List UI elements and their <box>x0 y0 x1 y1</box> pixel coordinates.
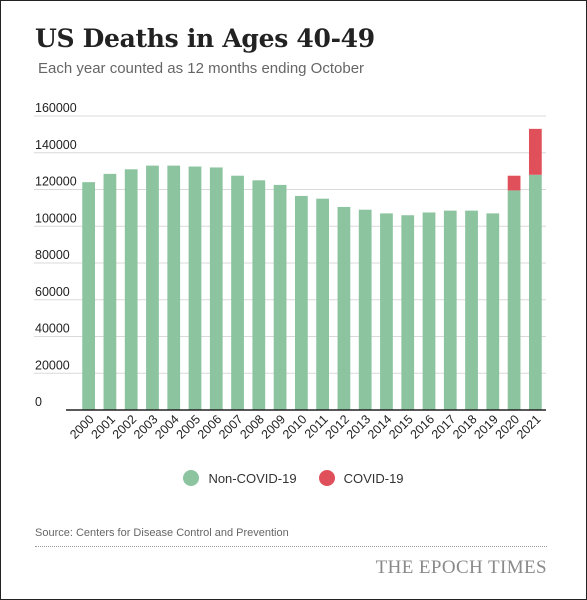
chart-title: US Deaths in Ages 40-49 <box>35 24 375 53</box>
legend-swatch-covid <box>318 470 335 486</box>
bar-non-covid-2001 <box>103 173 117 410</box>
bar-covid-2020 <box>507 175 521 191</box>
publisher-logo: THE EPOCH TIMES <box>375 557 547 578</box>
bar-non-covid-2021 <box>528 174 542 410</box>
bar-non-covid-2017 <box>443 210 457 410</box>
y-tick-label-0: 0 <box>35 395 42 409</box>
y-tick-label-20000: 20000 <box>35 358 70 372</box>
bar-non-covid-2010 <box>294 195 308 410</box>
y-tick-label-100000: 100000 <box>35 211 77 225</box>
legend-swatch-non-covid <box>183 470 200 486</box>
y-axis-tick-labels: 0 20000 40000 60000 80000 100000 120000 140000 1… <box>35 101 77 409</box>
footer-divider <box>35 546 547 547</box>
bar-non-covid-2019 <box>486 213 500 410</box>
legend-item-non-covid: Non-COVID-19 <box>183 470 297 486</box>
y-tick-label-60000: 60000 <box>35 285 70 299</box>
bars <box>82 128 542 410</box>
bar-non-covid-2008 <box>252 180 266 410</box>
bar-non-covid-2006 <box>209 167 223 410</box>
bar-non-covid-2003 <box>146 165 159 410</box>
legend-label-covid: COVID-19 <box>343 470 404 486</box>
bar-non-covid-2002 <box>124 169 138 410</box>
bar-non-covid-2011 <box>316 198 330 410</box>
legend-item-covid: COVID-19 <box>318 470 404 486</box>
x-axis-tick-labels: 2000200120022003200420052006200720082009… <box>67 412 543 442</box>
grid-lines <box>34 115 546 374</box>
bar-non-covid-2013 <box>358 209 372 410</box>
y-tick-label-160000: 160000 <box>35 101 77 115</box>
bar-non-covid-2015 <box>401 215 415 410</box>
bar-non-covid-2014 <box>380 213 393 410</box>
legend-label-non-covid: Non-COVID-19 <box>208 470 297 486</box>
y-tick-label-80000: 80000 <box>35 248 70 262</box>
y-tick-label-140000: 140000 <box>35 138 77 152</box>
y-tick-label-120000: 120000 <box>35 175 77 189</box>
y-tick-label-40000: 40000 <box>35 322 70 336</box>
x-tick-label-2021: 2021 <box>514 412 544 442</box>
legend: Non-COVID-19 COVID-19 <box>0 470 587 486</box>
bar-non-covid-2020 <box>507 190 521 410</box>
source-note: Source: Centers for Disease Control and … <box>35 527 289 539</box>
bar-non-covid-2005 <box>188 166 202 410</box>
chart-subtitle: Each year counted as 12 months ending Oc… <box>38 60 365 77</box>
bar-non-covid-2012 <box>337 206 351 410</box>
bar-chart: 0 20000 40000 60000 80000 100000 120000 140000 1… <box>34 101 546 442</box>
bar-non-covid-2000 <box>82 182 96 410</box>
bar-non-covid-2018 <box>465 210 478 410</box>
bar-covid-2021 <box>528 128 542 175</box>
bar-non-covid-2009 <box>273 184 287 410</box>
bar-non-covid-2016 <box>422 212 436 410</box>
bar-non-covid-2007 <box>231 175 244 410</box>
bar-non-covid-2004 <box>167 165 181 410</box>
